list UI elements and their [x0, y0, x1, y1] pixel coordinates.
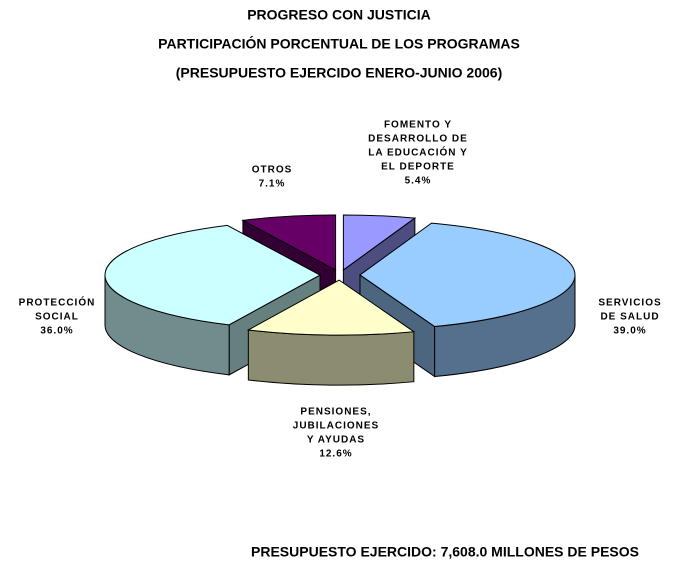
slice-top [104, 224, 322, 326]
slice-label: JUBILACIONES [293, 421, 379, 432]
value-label: 36.0% [40, 326, 73, 337]
slice-label: LA EDUCACIÓN Y [368, 146, 468, 159]
slice [246, 279, 416, 386]
slice-label: SERVICIOS [598, 298, 661, 309]
slice-label: OTROS [252, 165, 293, 176]
chart-note: PRESUPUESTO EJERCIDO: 7,608.0 MILLONES D… [251, 544, 639, 560]
slice-label: DESARROLLO DE [368, 134, 468, 145]
slice-label: Y AYUDAS [307, 435, 365, 446]
slice-top [246, 279, 416, 336]
slice-label: PROTECCIÓN [19, 296, 96, 309]
value-label: 5.4% [405, 176, 432, 187]
chart-subtitle: PARTICIPACIÓN PORCENTUAL DE LOS PROGRAMA… [158, 35, 520, 52]
value-label: 39.0% [613, 326, 646, 337]
slice-label: DE SALUD [600, 312, 659, 323]
slice-wall [247, 329, 415, 386]
value-label: 12.6% [319, 449, 352, 460]
slice-label: SOCIAL [35, 312, 79, 323]
slice-label: FOMENTO Y [384, 120, 452, 131]
slice-label: EL DEPORTE [381, 162, 455, 173]
slice-top [342, 214, 417, 271]
value-label: 7.1% [259, 179, 286, 190]
slice-top [241, 214, 337, 271]
slice-top [359, 222, 576, 328]
chart-subtitle: (PRESUPUESTO EJERCIDO ENERO-JUNIO 2006) [176, 65, 503, 81]
slice-label: PENSIONES, [300, 407, 371, 418]
chart-title: PROGRESO CON JUSTICIA [247, 7, 431, 23]
